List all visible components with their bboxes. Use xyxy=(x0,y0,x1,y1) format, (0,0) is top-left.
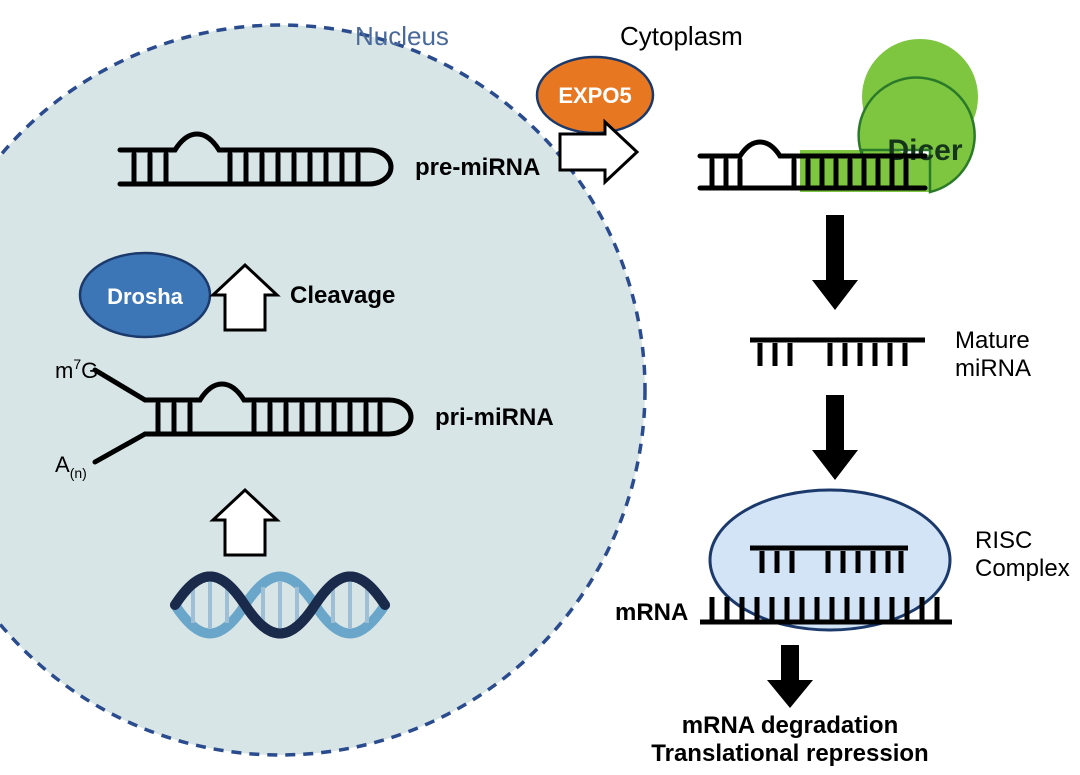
nucleus-label: Nucleus xyxy=(355,21,449,51)
mature-mirna-label-2: miRNA xyxy=(955,355,1031,382)
dicer-shape xyxy=(800,39,978,192)
pre-mirna-label: pre-miRNA xyxy=(415,154,540,181)
mature-mirna xyxy=(750,340,925,366)
result-label-1: mRNA degradation xyxy=(682,712,898,739)
pri-mirna-label: pri-miRNA xyxy=(435,404,554,431)
cytoplasm-label: Cytoplasm xyxy=(620,21,743,51)
risc-label-1: RISC xyxy=(975,527,1032,554)
mrna-label: mRNA xyxy=(615,599,688,626)
risc-label-2: Complex xyxy=(975,555,1070,582)
mature-mirna-label-1: Mature xyxy=(955,327,1030,354)
arrow-mature-to-risc xyxy=(812,395,858,480)
result-label-2: Translational repression xyxy=(651,740,928,767)
dicer-label: Dicer xyxy=(887,134,962,167)
expo5-label: EXPO5 xyxy=(558,83,631,108)
drosha-label: Drosha xyxy=(107,284,184,309)
nucleus-region xyxy=(0,25,645,755)
cleavage-label: Cleavage xyxy=(290,282,395,309)
arrow-dicer-to-mature xyxy=(812,215,858,310)
diagram-stage: Nucleus Cytoplasm EXPO5 Dicer Drosha Cle… xyxy=(0,0,1080,775)
arrow-risc-to-result xyxy=(767,645,813,708)
